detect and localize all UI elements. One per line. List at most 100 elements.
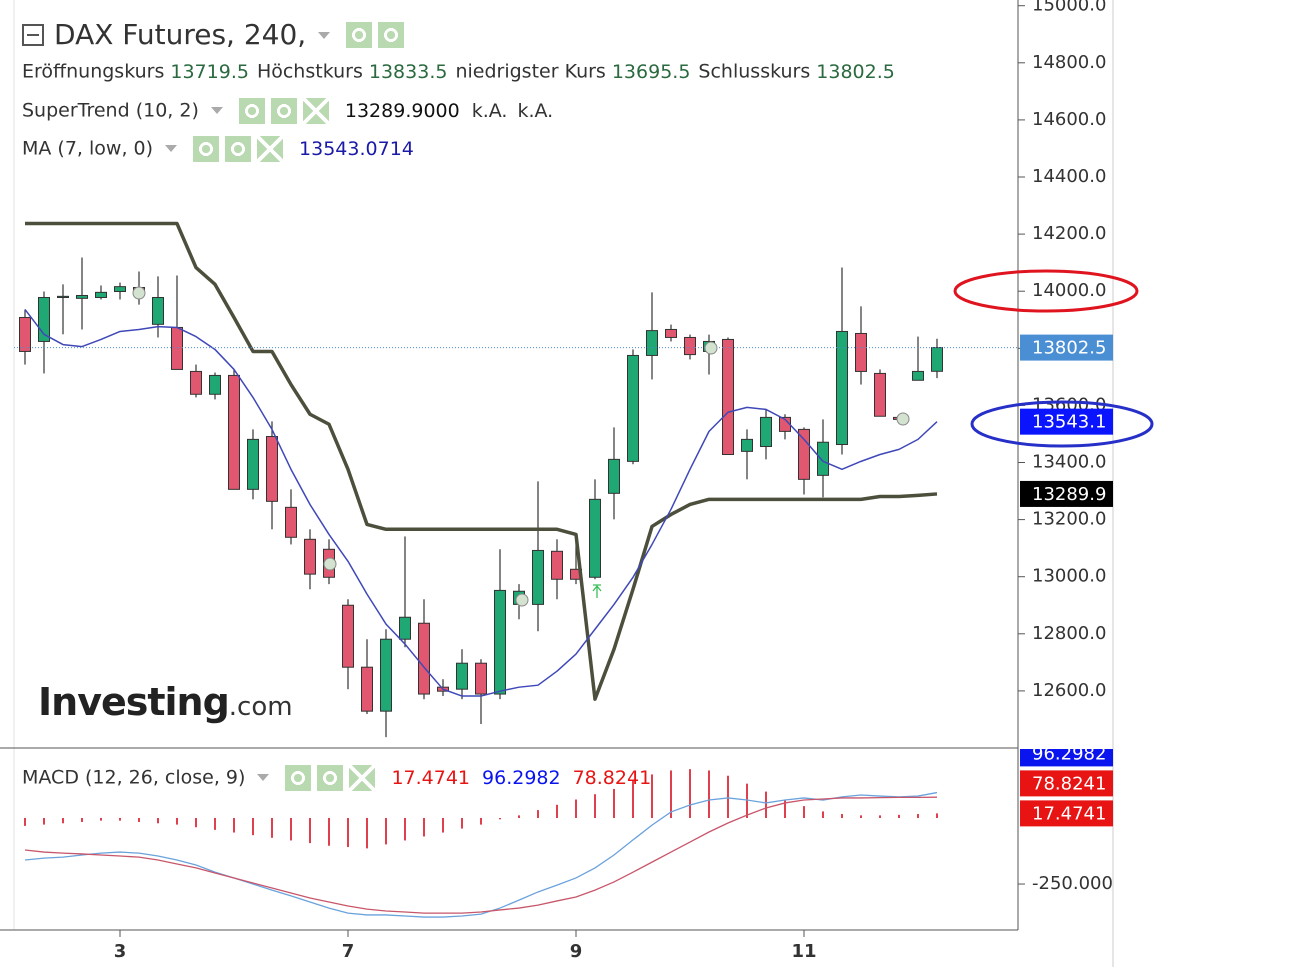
legend-value: k.A. <box>517 99 554 122</box>
y-tick-label: -250.000 <box>1032 873 1113 894</box>
candle-body <box>741 438 753 452</box>
candle-body <box>684 336 696 356</box>
price-box <box>1020 408 1113 435</box>
legend-name: MA (7, low, 0) <box>22 137 154 160</box>
candle-body <box>494 589 506 695</box>
remove-icon[interactable] <box>349 764 376 791</box>
settings-icon[interactable] <box>270 97 297 124</box>
candle-body <box>627 354 639 462</box>
candle-body <box>551 550 563 580</box>
candle-body <box>931 347 943 372</box>
legend-value: 17.4741 <box>391 766 471 789</box>
candle-body <box>38 296 50 342</box>
candle-body <box>190 370 202 395</box>
ma-legend: MA (7, low, 0) 13543.0714 <box>22 134 414 163</box>
ohlc-value: 13719.5 <box>170 60 249 83</box>
candle-body <box>95 291 107 298</box>
candle-body <box>608 458 620 494</box>
price-box <box>1020 770 1113 797</box>
candle-body <box>855 332 867 372</box>
candle-body <box>304 538 316 575</box>
candle-body <box>247 438 259 490</box>
legend-value: 96.2982 <box>482 766 561 789</box>
watermark-text: .com <box>228 692 293 722</box>
legend-value: 13543.0714 <box>299 137 414 160</box>
y-tick-label: 14200.0 <box>1032 223 1106 244</box>
ohlc-name: Höchstkurs <box>256 60 363 83</box>
plot <box>14 221 1018 918</box>
highlight-ellipse <box>970 400 1154 448</box>
y-tick-label: 12600.0 <box>1032 680 1106 701</box>
candle-body <box>266 436 278 502</box>
event-marker[interactable] <box>515 593 529 607</box>
candle-body <box>912 370 924 381</box>
settings-icon[interactable] <box>225 135 252 162</box>
indicator-line <box>24 309 938 697</box>
y-tick-label: 13200.0 <box>1032 509 1106 530</box>
signal-arrow <box>592 584 602 598</box>
candle-body <box>114 286 126 292</box>
candle-body <box>836 330 848 446</box>
candle-body <box>76 294 88 299</box>
candle-body <box>399 616 411 640</box>
highlight-ellipse <box>953 269 1139 313</box>
candle-body <box>456 662 468 690</box>
axis: 12600.012800.013000.013200.013400.013600… <box>114 0 1113 962</box>
chart-title: DAX Futures, 240, <box>54 18 307 51</box>
candle-body <box>665 328 677 338</box>
dropdown[interactable] <box>210 107 223 114</box>
collapse-toggle[interactable] <box>22 24 44 46</box>
visibility-icon[interactable] <box>193 135 220 162</box>
candle-body <box>361 666 373 712</box>
candle-body <box>285 506 297 538</box>
legend-value: 13289.9000 <box>344 99 460 122</box>
macd-boxes: 17.4741 78.8241 96.2982 <box>1020 749 1113 827</box>
legend-value: 78.8241 <box>572 766 652 789</box>
x-tick-label: 7 <box>342 941 355 962</box>
ohlc-row: Eröffnungskurs 13719.5 Höchstkurs 13833.5 ni… <box>22 57 903 86</box>
indicator-line <box>25 221 938 701</box>
candle-body <box>874 372 886 417</box>
visibility-icon[interactable] <box>285 764 312 791</box>
ohlc-name: niedrigster Kurs <box>455 60 606 83</box>
dropdown[interactable] <box>257 774 270 781</box>
legend-value: k.A. <box>471 99 508 122</box>
event-marker[interactable] <box>704 341 718 355</box>
candle-body <box>817 441 829 476</box>
event-marker[interactable] <box>132 286 146 300</box>
candle-body <box>152 296 164 325</box>
markers <box>132 286 910 607</box>
dropdown[interactable] <box>165 145 178 152</box>
ohlc-value: 13833.5 <box>368 60 448 83</box>
ohlc-value: 13802.5 <box>816 60 895 83</box>
dropdown[interactable] <box>318 31 331 39</box>
price-box-label: 13802.5 <box>1032 338 1106 359</box>
candle-body <box>171 326 183 370</box>
x-tick-label: 9 <box>570 941 583 962</box>
ohlc-value: 13695.5 <box>611 60 691 83</box>
y-tick-label: 13400.0 <box>1032 452 1106 473</box>
candle-body <box>209 374 221 395</box>
candle-body <box>589 498 601 578</box>
settings-icon[interactable] <box>378 22 405 48</box>
price-box <box>1020 800 1113 827</box>
candle-body <box>798 428 810 480</box>
x-tick-label: 3 <box>114 941 127 962</box>
y-tick-label: 14600.0 <box>1032 109 1106 130</box>
visibility-icon[interactable] <box>346 22 373 48</box>
supertrend-legend: SuperTrend (10, 2) 13289.9000 k.A. k.A. <box>22 96 553 125</box>
price-box <box>1020 480 1113 507</box>
event-marker[interactable] <box>323 557 337 571</box>
panel-title: MACD (12, 26, close, 9) <box>22 766 246 789</box>
settings-icon[interactable] <box>317 764 344 791</box>
y-tick-label: 14800.0 <box>1032 52 1106 73</box>
y-tick-label: 15000.0 <box>1032 0 1106 16</box>
price-box <box>1020 334 1113 361</box>
remove-icon[interactable] <box>257 135 284 162</box>
y-tick-label: 12800.0 <box>1032 623 1106 644</box>
candle-body <box>19 316 31 352</box>
visibility-icon[interactable] <box>238 97 265 124</box>
event-marker[interactable] <box>896 412 910 426</box>
remove-icon[interactable] <box>302 97 329 124</box>
